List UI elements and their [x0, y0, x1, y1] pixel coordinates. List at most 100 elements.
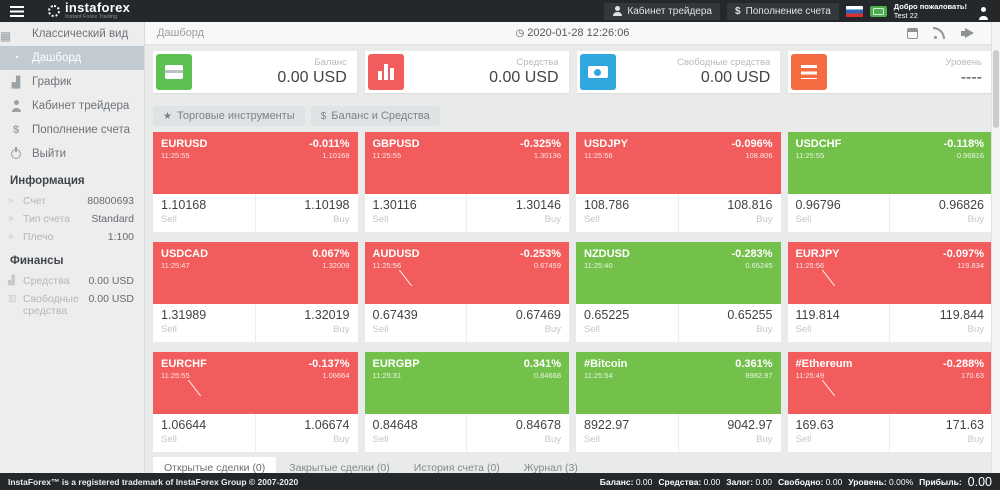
- sell-quote[interactable]: 169.63 Sell: [788, 414, 890, 452]
- footer-stat-label: Средства:: [658, 476, 702, 487]
- instrument-header[interactable]: USDCHF -0.118% 11:25:55 0.96816: [787, 132, 992, 194]
- logo[interactable]: instaforex Instant Forex Trading: [48, 1, 130, 21]
- instrument-header[interactable]: EURUSD -0.011% 11:25:55 1.10168: [153, 132, 358, 194]
- trader-cabinet-button[interactable]: Кабинет трейдера: [604, 2, 720, 20]
- instrument-header[interactable]: EURCHF -0.137% 11:25:55 1.06664: [153, 352, 358, 414]
- buy-quote[interactable]: 119.844 Buy: [889, 304, 992, 342]
- instrument-header[interactable]: #Bitcoin 0.361% 11:25:54 8982.97: [576, 352, 781, 414]
- sell-quote[interactable]: 108.786 Sell: [576, 194, 678, 232]
- instrument-tile: GBPUSD -0.325% 11:25:55 1.30136 1.30116 …: [364, 132, 569, 232]
- buy-quote[interactable]: 1.06674 Buy: [254, 414, 358, 452]
- sell-quote[interactable]: 1.06644 Sell: [153, 414, 255, 452]
- sell-quote[interactable]: 0.84648 Sell: [365, 414, 467, 452]
- buy-label: Buy: [756, 434, 773, 445]
- footer-stat: Средства: 0.00: [658, 477, 720, 487]
- finance-label: Свободные средства: [23, 293, 79, 317]
- sidebar-item[interactable]: Кабинет трейдера: [0, 94, 144, 118]
- sell-quote[interactable]: 1.31989 Sell: [153, 304, 255, 342]
- rss-icon[interactable]: [933, 26, 945, 39]
- instrument-header[interactable]: EURJPY -0.097% 11:25:56 119.834: [787, 242, 992, 304]
- deposit-button[interactable]: $ Пополнение счета: [727, 2, 839, 20]
- sell-label: Sell: [372, 434, 389, 445]
- funds-icon[interactable]: [869, 5, 887, 17]
- bottom-tab[interactable]: История счета (0): [413, 462, 500, 473]
- language-flag-icon[interactable]: [845, 5, 863, 17]
- instrument-header[interactable]: USDCAD 0.067% 11:25:47 1.32009: [153, 242, 358, 304]
- trading-instruments-label: Торговые инструменты: [176, 110, 295, 122]
- trading-instruments-button[interactable]: ★ Торговые инструменты: [153, 106, 305, 126]
- footer-stat-value: 0.00: [755, 476, 773, 487]
- sell-label: Sell: [584, 214, 600, 225]
- deposit-label: Пополнение счета: [745, 5, 831, 17]
- buy-label: Buy: [967, 214, 984, 225]
- sell-quote[interactable]: 0.65225 Sell: [576, 304, 678, 342]
- sell-quote[interactable]: 1.10168 Sell: [153, 194, 255, 232]
- buy-quote[interactable]: 0.67469 Buy: [466, 304, 569, 342]
- stat-value: 0.00 USD: [277, 69, 347, 86]
- bottom-tab[interactable]: Открытые сделки (0): [153, 457, 277, 473]
- footer-stat-label: Залог:: [726, 476, 754, 487]
- megaphone-icon[interactable]: [960, 27, 974, 39]
- sidebar-item[interactable]: Выйти: [0, 142, 144, 166]
- buy-quote[interactable]: 1.10198 Buy: [254, 194, 358, 232]
- sidebar-item[interactable]: Дашборд: [0, 46, 144, 70]
- sidebar-item[interactable]: График: [0, 70, 144, 94]
- bottom-tab[interactable]: Журнал (3): [523, 462, 578, 473]
- footer-stat: Залог: 0.00: [726, 477, 772, 487]
- buy-quote[interactable]: 0.96826 Buy: [889, 194, 992, 232]
- instrument-last-price: 1.06664: [322, 371, 350, 380]
- instrument-symbol: USDJPY: [584, 138, 629, 150]
- dollar-icon: $: [735, 5, 741, 17]
- instrument-header[interactable]: AUDUSD -0.253% 11:25:56 0.67459: [364, 242, 569, 304]
- stat-card: Баланс 0.00 USD: [153, 51, 357, 93]
- buy-quote[interactable]: 0.84678 Buy: [466, 414, 569, 452]
- user-avatar[interactable]: [974, 3, 992, 20]
- sell-price: 8922.97: [584, 418, 630, 432]
- sidebar-item-icon: [0, 94, 32, 118]
- instrument-change: -0.137%: [308, 358, 350, 370]
- sell-quote[interactable]: 119.814 Sell: [788, 304, 890, 342]
- copyright-text: InstaForex™ is a registered trademark of…: [8, 476, 299, 487]
- instrument-time: 11:25:54: [584, 371, 613, 380]
- bottom-tab[interactable]: Закрытые сделки (0): [289, 462, 390, 473]
- instrument-time: 11:25:40: [584, 261, 613, 270]
- buy-quote[interactable]: 0.65255 Buy: [677, 304, 781, 342]
- instrument-header[interactable]: #Ethereum -0.288% 11:25:49 170.63: [787, 352, 992, 414]
- buy-quote[interactable]: 9042.97 Buy: [677, 414, 781, 452]
- buy-price: 108.816: [727, 198, 773, 212]
- instrument-time: 11:25:55: [161, 371, 190, 380]
- instrument-header[interactable]: EURGBP 0.341% 11:25:31 0.84668: [364, 352, 569, 414]
- buy-label: Buy: [544, 434, 561, 445]
- sidebar-item-label: Пополнение счета: [32, 124, 131, 136]
- calendar-icon[interactable]: [907, 27, 918, 39]
- instrument-tile: EURGBP 0.341% 11:25:31 0.84668 0.84648 S…: [364, 352, 569, 452]
- scrollbar[interactable]: [991, 22, 1000, 473]
- sparkline: [187, 379, 201, 397]
- sell-label: Sell: [584, 324, 600, 335]
- sidebar-item[interactable]: Пополнение счета: [0, 118, 144, 142]
- instrument-header[interactable]: GBPUSD -0.325% 11:25:55 1.30136: [364, 132, 569, 194]
- menu-icon[interactable]: [10, 5, 24, 17]
- sell-quote[interactable]: 0.67439 Sell: [365, 304, 467, 342]
- sell-quote[interactable]: 1.30116 Sell: [365, 194, 467, 232]
- sidebar-item-label: Дашборд: [32, 52, 82, 64]
- buy-price: 0.65255: [727, 308, 773, 322]
- instrument-last-price: 108.806: [745, 151, 773, 160]
- sell-quote[interactable]: 0.96796 Sell: [788, 194, 890, 232]
- instrument-header[interactable]: USDJPY -0.096% 11:25:56 108.806: [576, 132, 781, 194]
- buy-quote[interactable]: 1.30146 Buy: [466, 194, 569, 232]
- buy-quote[interactable]: 171.63 Buy: [889, 414, 992, 452]
- buy-quote[interactable]: 108.816 Buy: [677, 194, 781, 232]
- balance-funds-button[interactable]: $ Баланс и Средства: [310, 106, 440, 126]
- sell-quote[interactable]: 8922.97 Sell: [576, 414, 678, 452]
- instrument-change: -0.011%: [309, 138, 350, 150]
- buy-price: 1.32019: [304, 308, 350, 322]
- stat-value: 0.00 USD: [700, 69, 771, 86]
- scrollbar-thumb[interactable]: [993, 50, 999, 128]
- buy-quote[interactable]: 1.32019 Buy: [254, 304, 358, 342]
- instrument-header[interactable]: NZDUSD -0.283% 11:25:40 0.65245: [576, 242, 781, 304]
- instrument-last-price: 0.84668: [533, 371, 561, 380]
- buy-label: Buy: [756, 214, 773, 225]
- sidebar-item-icon: [0, 70, 32, 94]
- sidebar-item[interactable]: Классический вид: [0, 22, 144, 46]
